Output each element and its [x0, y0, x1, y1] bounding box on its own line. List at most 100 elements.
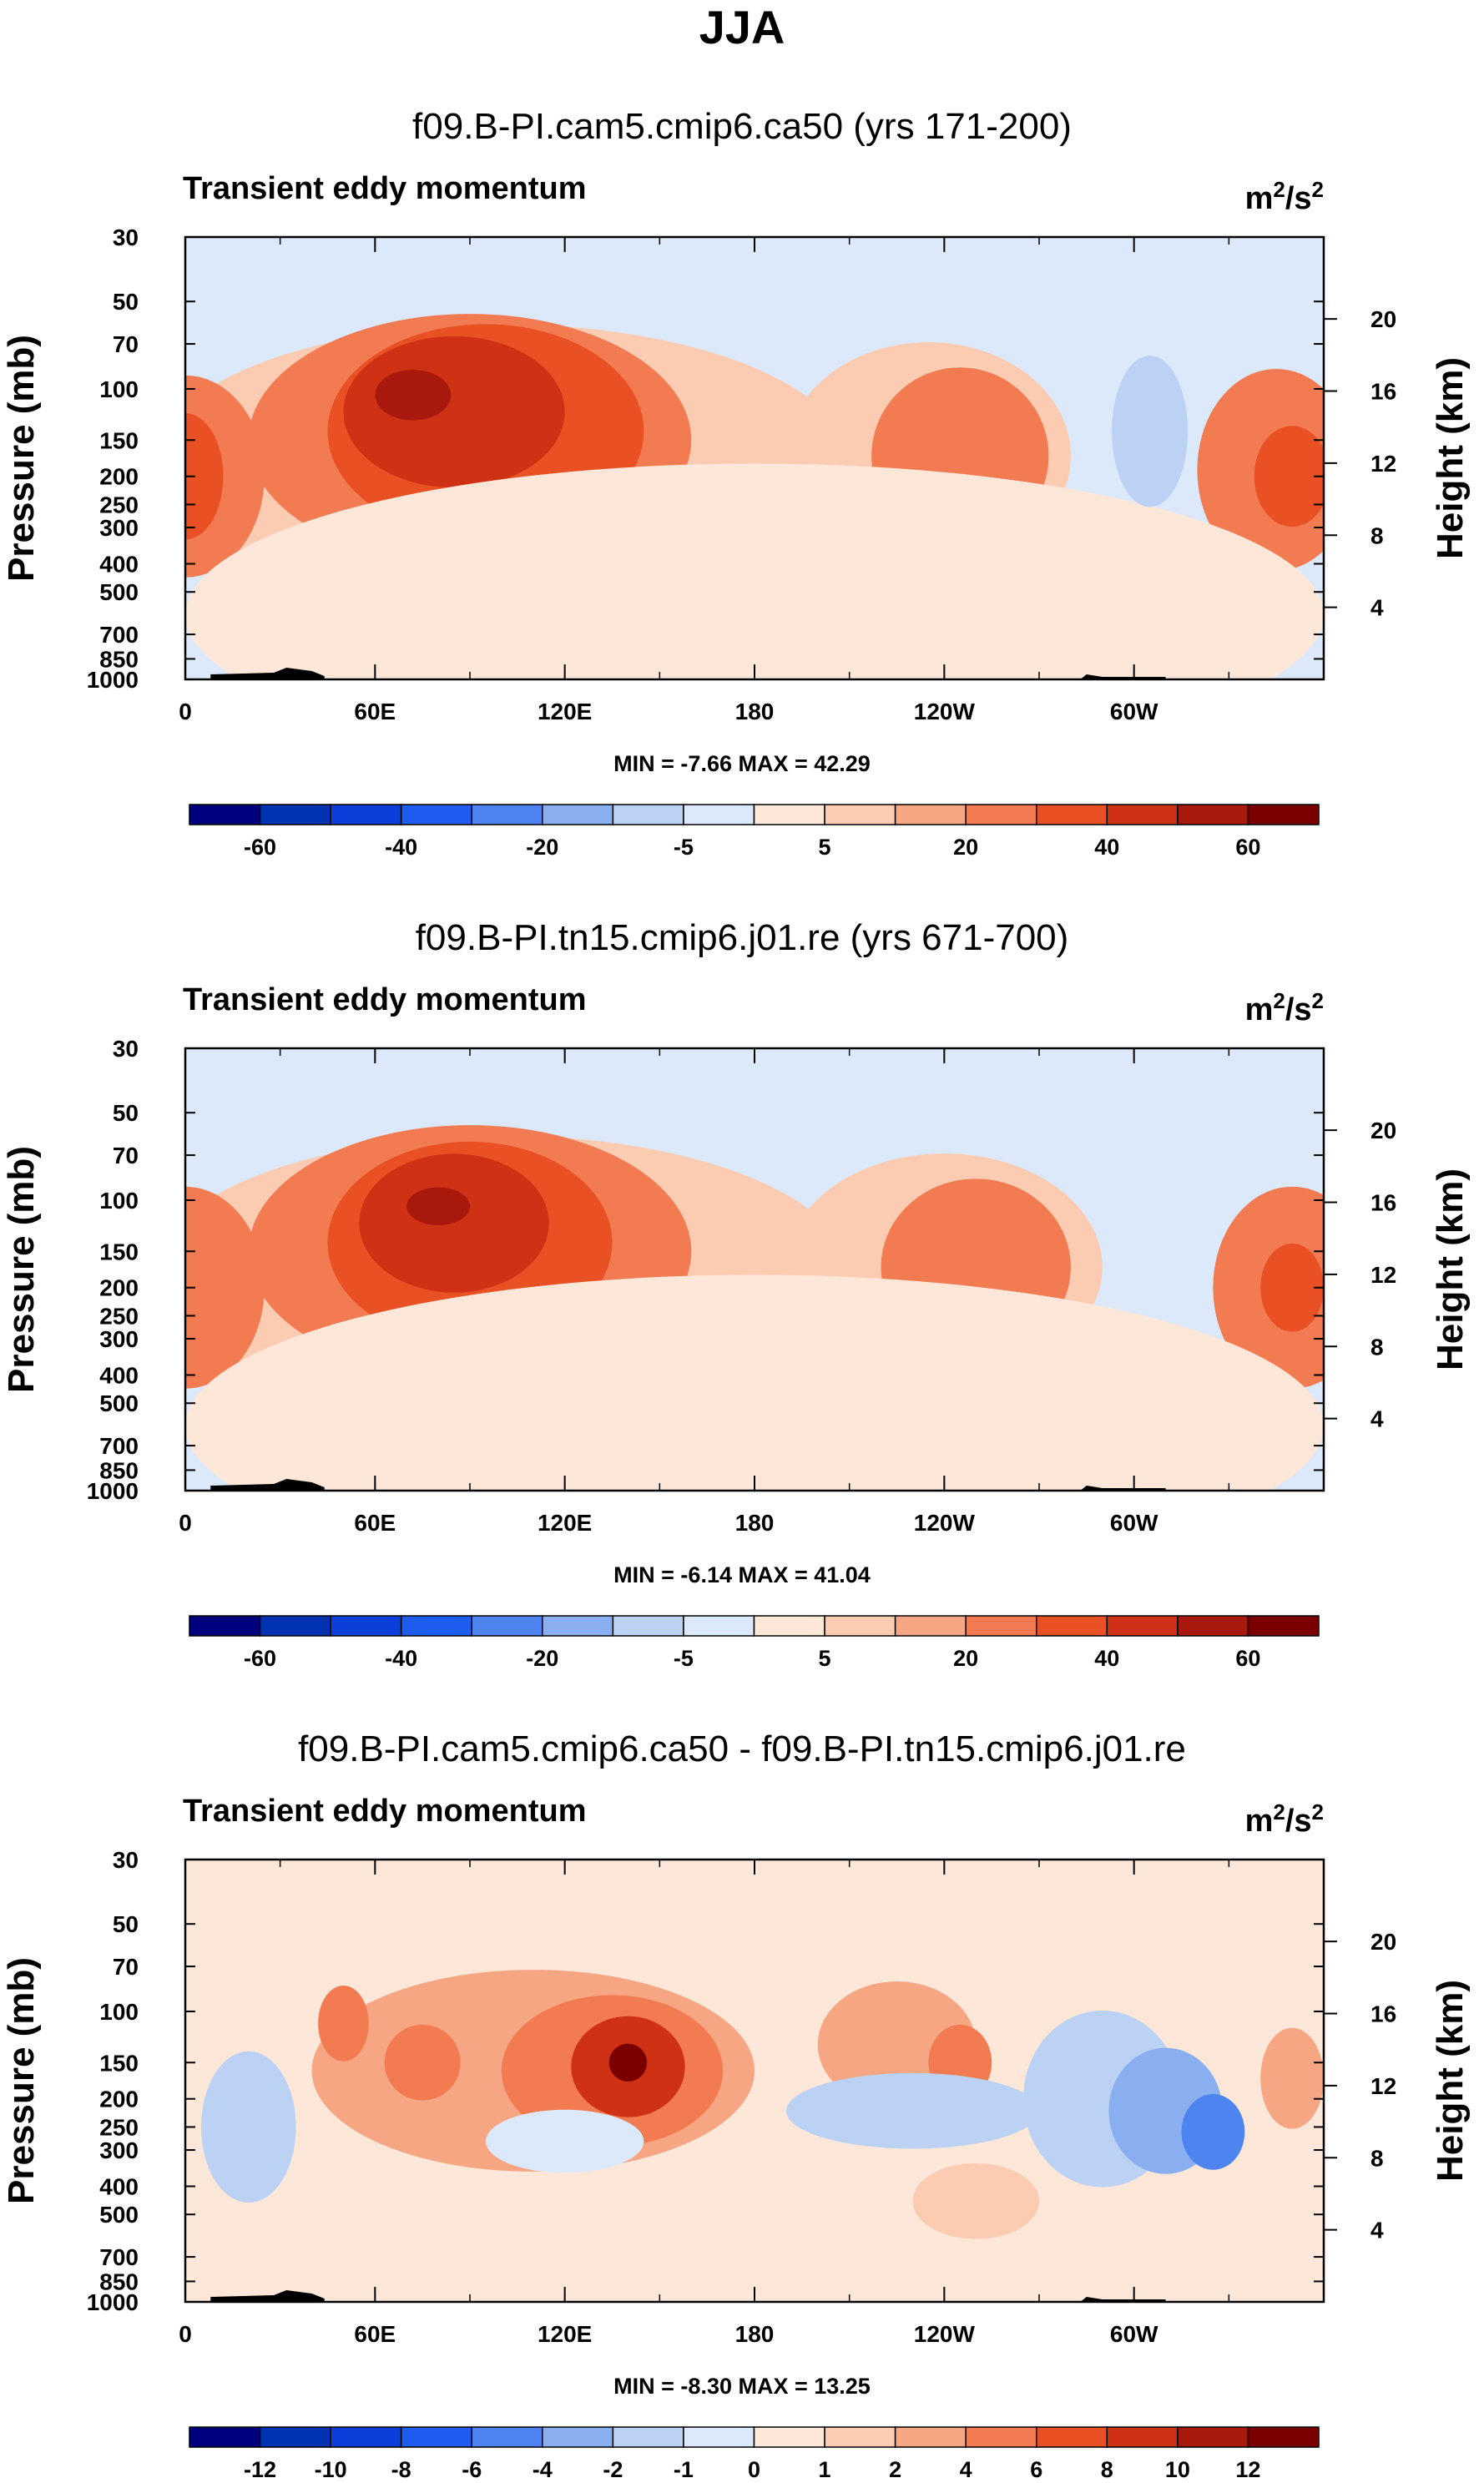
ytick-label: 30: [113, 1036, 139, 1062]
contour-region: [1254, 426, 1324, 527]
colorbar-swatch: [330, 804, 402, 825]
xtick-label: 120E: [538, 1510, 592, 1536]
contour-region: [785, 2072, 1039, 2149]
colorbar-swatch: [330, 2426, 402, 2448]
contour-region: [185, 413, 224, 540]
xtick-label: 180: [735, 2321, 775, 2347]
colorbar-swatch: [1106, 804, 1179, 825]
xtick-label: 180: [735, 699, 775, 724]
contour-region: [375, 370, 452, 421]
contour-region: [406, 1187, 470, 1226]
y2tick-label: 16: [1370, 379, 1396, 405]
colorbar-swatch: [542, 1615, 614, 1637]
contour-field: [185, 1048, 1324, 1491]
colorbar-label: 2: [889, 2457, 901, 2482]
chart-panel-2: f09.B-PI.tn15.cmip6.j01.re (yrs 671-700)…: [1, 917, 1471, 1671]
y2label: Height (km): [1430, 1980, 1471, 2182]
colorbar-label: 60: [1235, 835, 1260, 860]
colorbar-swatch: [894, 2426, 967, 2448]
colorbar-swatch: [330, 1615, 402, 1637]
colorbar-label: 20: [953, 835, 978, 860]
ytick-label: 200: [99, 1275, 139, 1301]
xtick-label: 60E: [354, 2321, 396, 2347]
field-label: Transient eddy momentum: [183, 982, 587, 1017]
y2tick-label: 12: [1370, 451, 1396, 477]
topography-andes: [1080, 2297, 1166, 2302]
contour-region: [185, 1186, 265, 1389]
ytick-label: 100: [99, 1999, 139, 2025]
y2tick-label: 16: [1370, 2001, 1396, 2027]
stats-text: MIN = -8.30 MAX = 13.25: [613, 2374, 871, 2399]
colorbar-label: -60: [244, 1646, 276, 1671]
colorbar-label: 4: [960, 2457, 972, 2482]
colorbar-swatch: [1247, 1615, 1320, 1637]
colorbar-swatch: [824, 1615, 896, 1637]
colorbar-swatch: [259, 804, 331, 825]
colorbar-swatch: [1247, 804, 1320, 825]
ytick-label: 400: [99, 552, 139, 578]
y2tick-label: 8: [1370, 1334, 1384, 1360]
colorbar-swatch: [894, 804, 967, 825]
ytick-label: 250: [99, 2114, 139, 2140]
colorbar-swatch: [189, 804, 261, 825]
colorbar-swatch: [259, 1615, 331, 1637]
ytick-label: 700: [99, 2244, 139, 2270]
colorbar-label: 8: [1101, 2457, 1113, 2482]
colorbar-label: -20: [526, 835, 558, 860]
colorbar-swatch: [542, 2426, 614, 2448]
colorbar-swatch: [400, 804, 472, 825]
ytick-label: 400: [99, 2174, 139, 2200]
colorbar-swatch: [1036, 804, 1108, 825]
panel-title: f09.B-PI.cam5.cmip6.ca50 (yrs 171-200): [412, 106, 1072, 147]
colorbar-label: -1: [674, 2457, 694, 2482]
colorbar-swatch: [471, 1615, 543, 1637]
colorbar-label: 20: [953, 1646, 978, 1671]
contour-region: [485, 2109, 644, 2173]
colorbar-label: 40: [1094, 1646, 1119, 1671]
ytick-label: 150: [99, 427, 139, 453]
y2tick-label: 20: [1370, 306, 1396, 332]
y2tick-label: 12: [1370, 2073, 1396, 2099]
ytick-label: 500: [99, 1390, 139, 1416]
topography-asia: [210, 1479, 325, 1491]
colorbar-label: -60: [244, 835, 276, 860]
colorbar: -12 -10 -8 -6 -4 -2 -1 0 1 2 4 6 8 10 12: [189, 2426, 1320, 2482]
field-label: Transient eddy momentum: [183, 171, 587, 206]
xtick-label: 60E: [354, 1510, 396, 1536]
colorbar-swatch: [824, 2426, 896, 2448]
contour-region: [912, 2163, 1039, 2239]
xtick-label: 0: [179, 2321, 192, 2347]
contour-region: [343, 336, 565, 488]
ytick-label: 50: [113, 289, 139, 315]
contour-region: [1260, 2027, 1324, 2129]
ytick-label: 50: [113, 1100, 139, 1126]
ytick-label: 250: [99, 492, 139, 517]
units-label: m2/s2: [1245, 1799, 1324, 1839]
colorbar-swatch: [612, 2426, 684, 2448]
ytick-label: 500: [99, 2202, 139, 2228]
colorbar-label: -12: [244, 2457, 276, 2482]
colorbar-swatch: [1036, 1615, 1108, 1637]
ytick-label: 70: [113, 1143, 139, 1168]
colorbar-label: -5: [674, 1646, 694, 1671]
colorbar-swatch: [683, 2426, 755, 2448]
colorbar: -60 -40 -20 -5 5 20 40 60: [189, 804, 1320, 860]
ytick-label: 400: [99, 1363, 139, 1389]
colorbar-label: -40: [385, 1646, 417, 1671]
xtick-label: 120W: [914, 1510, 976, 1536]
colorbar-swatch: [612, 804, 684, 825]
y2tick-label: 8: [1370, 522, 1384, 548]
colorbar-swatch: [1247, 2426, 1320, 2448]
xtick-label: 60E: [354, 699, 396, 724]
colorbar-swatch: [471, 804, 543, 825]
xtick-label: 120W: [914, 2321, 976, 2347]
panel-title: f09.B-PI.tn15.cmip6.j01.re (yrs 671-700): [416, 917, 1069, 958]
colorbar-swatch: [753, 2426, 825, 2448]
contour-field: [185, 1860, 1324, 2302]
colorbar-swatch: [683, 1615, 755, 1637]
colorbar-label: 6: [1030, 2457, 1042, 2482]
y2tick-label: 20: [1370, 1929, 1396, 1955]
colorbar-label: 5: [819, 835, 831, 860]
ytick-label: 30: [113, 1847, 139, 1873]
y2label: Height (km): [1430, 1168, 1471, 1370]
